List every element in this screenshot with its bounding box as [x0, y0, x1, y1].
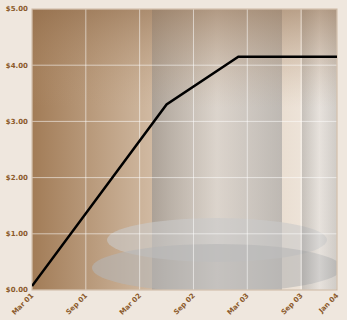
y-tick-label: $3.00 — [6, 118, 28, 126]
y-tick-label: $1.00 — [6, 230, 28, 238]
grid-line — [193, 9, 194, 290]
grid-line — [301, 9, 302, 290]
grid-line — [85, 9, 86, 290]
x-tick-label: Mar 03 — [226, 292, 251, 317]
grid-line — [32, 177, 337, 178]
plot-area — [32, 57, 337, 286]
x-tick-label: Jan 04 — [317, 292, 341, 316]
grid-line — [139, 9, 140, 290]
plot-frame — [32, 9, 337, 290]
grid — [32, 9, 337, 290]
y-tick-label: $2.00 — [6, 174, 28, 182]
data-line — [32, 57, 337, 286]
plot-shade — [32, 9, 337, 290]
x-tick-label: Sep 01 — [65, 292, 90, 317]
grid-line — [32, 65, 337, 66]
y-tick-label: $4.00 — [6, 62, 28, 70]
grid-line — [32, 233, 337, 234]
x-tick-label: Sep 02 — [172, 292, 197, 317]
x-tick-label: Mar 01 — [10, 292, 35, 317]
grid-line — [32, 121, 337, 122]
y-tick-label: $0.00 — [6, 286, 28, 294]
y-tick-label: $5.00 — [6, 5, 28, 13]
page-background — [0, 0, 347, 320]
x-tick-label: Sep 03 — [280, 292, 305, 317]
plot-background — [32, 9, 337, 290]
x-tick-label: Mar 02 — [118, 292, 143, 317]
grid-line — [247, 9, 248, 290]
chart: $0.00 $1.00 $2.00 $3.00 $4.00 $5.00 Mar 01 Sep … — [0, 0, 347, 320]
